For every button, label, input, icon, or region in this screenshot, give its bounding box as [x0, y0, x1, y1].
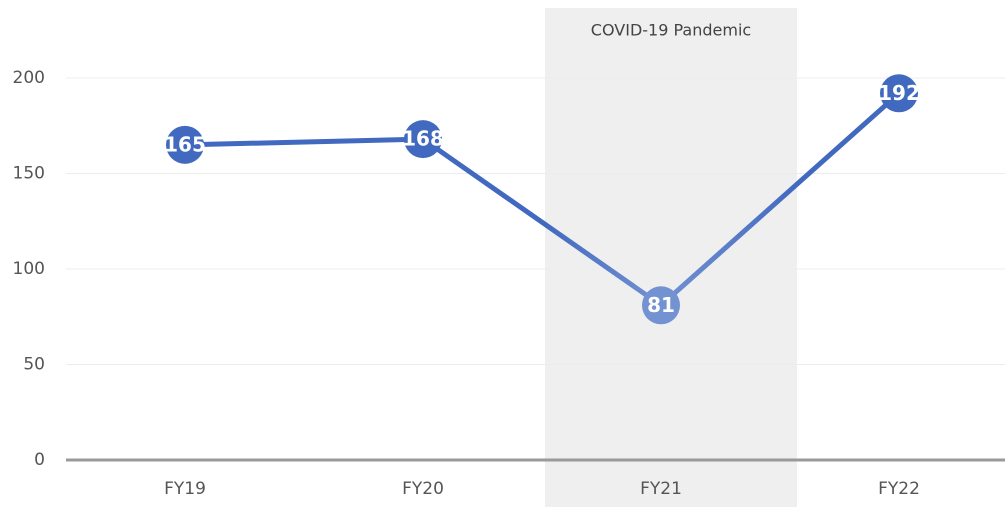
- x-tick-label: FY21: [640, 479, 682, 499]
- x-tick-label: FY19: [164, 479, 206, 499]
- data-point: [880, 74, 918, 113]
- y-tick-label: 0: [34, 450, 45, 470]
- data-label: 165: [164, 132, 206, 156]
- data-label: 81: [647, 293, 675, 317]
- highlight-band: [545, 8, 797, 507]
- y-tick-label: 150: [13, 164, 45, 184]
- data-point: [166, 125, 204, 164]
- x-tick-label: FY22: [878, 479, 920, 499]
- data-label: 192: [878, 81, 920, 105]
- data-point: [404, 120, 442, 159]
- annotation: COVID-19 Pandemic: [591, 21, 751, 40]
- data-point: [642, 286, 680, 325]
- y-tick-label: 100: [13, 259, 45, 279]
- y-tick-label: 200: [13, 68, 45, 88]
- series-line: [184, 91, 901, 309]
- data-label: 168: [402, 127, 444, 151]
- y-tick-label: 50: [23, 355, 45, 375]
- x-tick-label: FY20: [402, 479, 444, 499]
